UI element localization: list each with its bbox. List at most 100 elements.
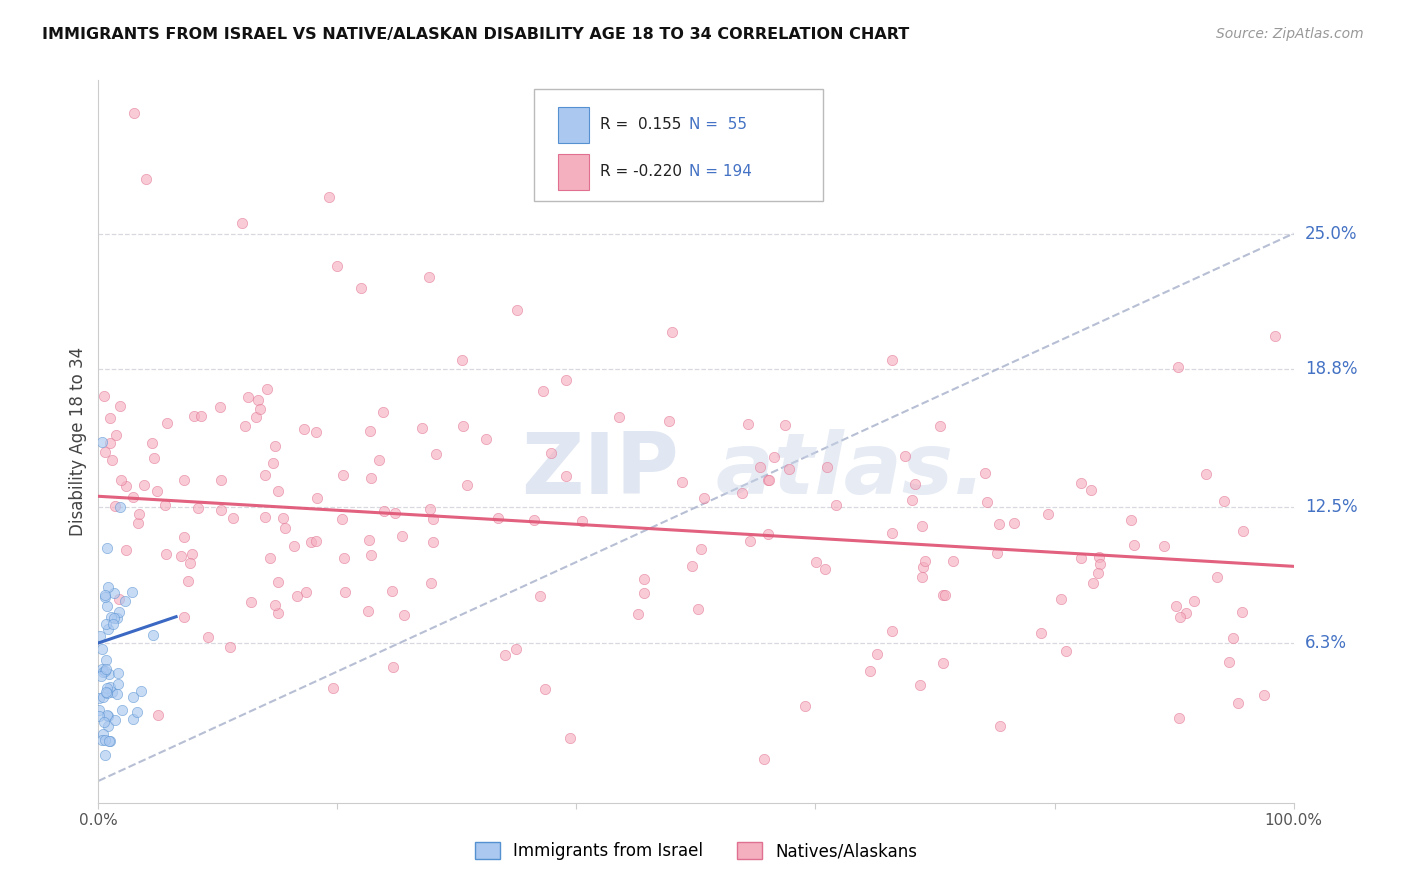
Legend: Immigrants from Israel, Natives/Alaskans: Immigrants from Israel, Natives/Alaskans: [468, 835, 924, 867]
Point: [1153, 539, 1175, 553]
Point: [90, 642, 112, 657]
Point: [350, 281, 373, 295]
Point: [371, 405, 394, 419]
Point: [494, 648, 516, 662]
Point: [110, 473, 132, 487]
Point: [90, 669, 112, 683]
Point: [98, 734, 121, 748]
Point: [247, 392, 270, 407]
Point: [253, 509, 276, 524]
Point: [360, 471, 382, 485]
Point: [976, 495, 998, 509]
Point: [607, 409, 630, 424]
Point: [155, 548, 177, 562]
Point: [986, 546, 1008, 560]
Point: [934, 588, 956, 602]
Point: [100, 453, 122, 467]
Point: [96, 653, 118, 667]
Point: [259, 550, 281, 565]
Point: [330, 511, 353, 525]
Point: [170, 549, 193, 564]
Point: [285, 590, 308, 604]
Point: [93, 664, 115, 678]
Y-axis label: Disability Age 18 to 34: Disability Age 18 to 34: [69, 347, 87, 536]
Point: [1070, 475, 1092, 490]
Point: [97, 622, 120, 636]
Point: [1054, 644, 1077, 658]
Point: [173, 473, 195, 487]
Text: 18.8%: 18.8%: [1305, 360, 1357, 378]
Point: [558, 731, 581, 745]
Point: [148, 708, 170, 723]
Point: [368, 453, 391, 467]
Point: [271, 511, 294, 525]
Point: [104, 499, 127, 513]
Point: [1036, 507, 1059, 521]
Point: [96, 541, 118, 555]
Point: [360, 548, 382, 562]
Point: [859, 665, 882, 679]
Point: [103, 585, 125, 599]
Point: [1167, 360, 1189, 375]
Point: [689, 542, 711, 557]
Point: [1232, 524, 1254, 538]
Point: [1184, 594, 1206, 608]
Point: [418, 270, 440, 285]
Point: [794, 699, 817, 714]
Point: [94, 444, 117, 458]
Point: [731, 486, 754, 500]
Point: [267, 484, 290, 499]
Point: [103, 611, 125, 625]
Point: [153, 498, 176, 512]
Point: [1168, 609, 1191, 624]
Point: [173, 530, 195, 544]
Point: [688, 602, 710, 616]
Point: [180, 547, 202, 561]
Point: [748, 459, 770, 474]
Point: [121, 585, 143, 599]
Point: [486, 511, 509, 525]
Point: [912, 559, 935, 574]
Point: [326, 260, 349, 274]
Point: [633, 572, 655, 586]
Point: [264, 598, 287, 612]
Point: [681, 559, 703, 574]
Point: [93, 389, 115, 403]
Point: [96, 707, 118, 722]
Point: [121, 690, 143, 704]
Point: [187, 500, 209, 515]
Point: [318, 190, 340, 204]
Point: [115, 479, 138, 493]
Point: [661, 325, 683, 339]
Point: [108, 399, 131, 413]
Point: [804, 555, 827, 569]
Point: [391, 529, 413, 543]
Point: [1222, 631, 1244, 645]
Point: [222, 511, 245, 525]
Point: [111, 703, 134, 717]
Point: [974, 466, 997, 480]
Point: [456, 478, 478, 492]
Point: [932, 588, 955, 602]
Point: [1195, 467, 1218, 482]
Point: [97, 580, 120, 594]
Point: [94, 732, 117, 747]
Point: [1164, 599, 1187, 614]
Point: [420, 576, 443, 591]
Point: [475, 432, 498, 446]
Point: [693, 491, 716, 505]
Point: [94, 684, 117, 698]
Point: [100, 610, 122, 624]
Point: [908, 678, 931, 692]
Point: [384, 506, 406, 520]
Point: [1253, 688, 1275, 702]
Point: [89, 691, 111, 706]
Point: [866, 648, 889, 662]
Point: [108, 605, 131, 619]
Point: [295, 584, 318, 599]
Point: [756, 526, 779, 541]
Point: [419, 502, 441, 516]
Point: [752, 752, 775, 766]
Point: [90, 733, 112, 747]
Point: [880, 353, 903, 368]
